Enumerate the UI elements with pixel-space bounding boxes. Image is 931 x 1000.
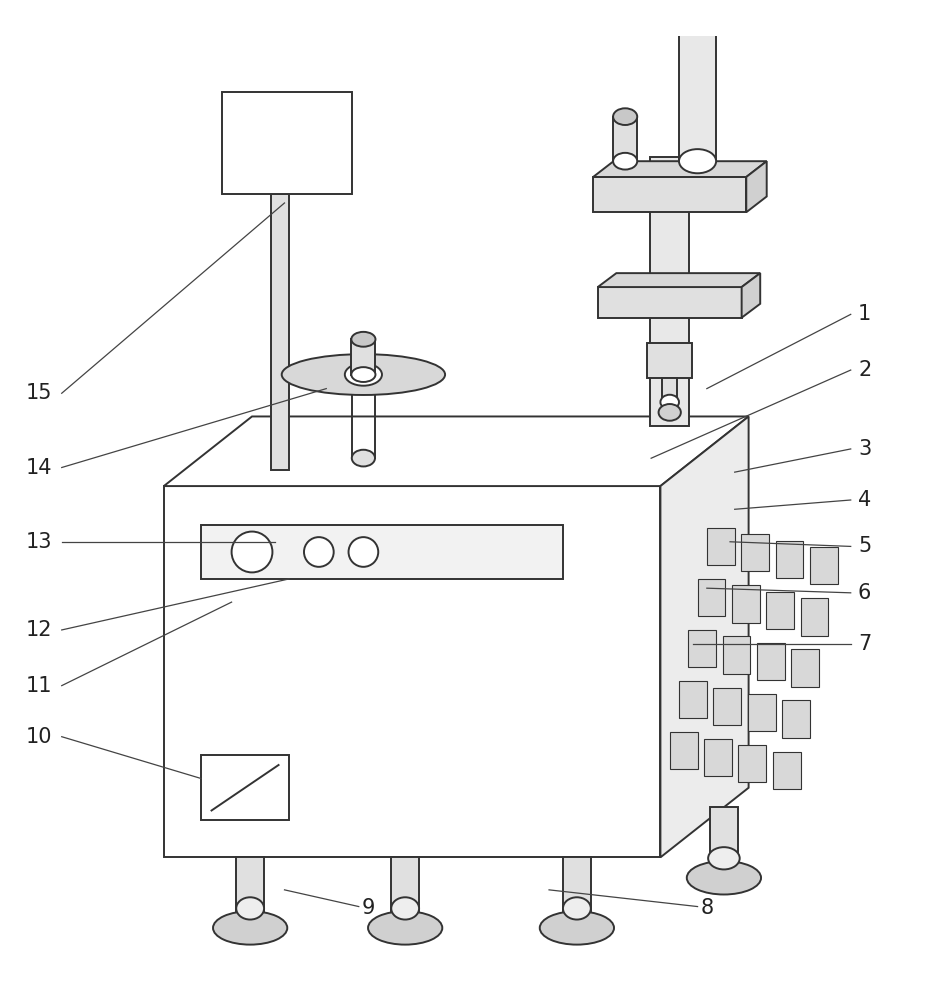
- Text: 5: 5: [858, 536, 871, 556]
- Polygon shape: [669, 732, 697, 769]
- Bar: [614, 117, 637, 161]
- Bar: [647, 343, 692, 378]
- Ellipse shape: [614, 108, 637, 125]
- Bar: [201, 525, 563, 579]
- Ellipse shape: [391, 897, 419, 920]
- Bar: [271, 194, 290, 470]
- Polygon shape: [782, 700, 810, 738]
- Ellipse shape: [679, 5, 716, 29]
- Text: 8: 8: [700, 898, 713, 918]
- Text: 11: 11: [25, 676, 52, 696]
- Polygon shape: [732, 585, 760, 623]
- Bar: [593, 177, 747, 212]
- Ellipse shape: [658, 404, 681, 421]
- Text: 3: 3: [858, 439, 871, 459]
- Polygon shape: [688, 630, 716, 667]
- Ellipse shape: [344, 363, 382, 386]
- Bar: [236, 857, 264, 911]
- Ellipse shape: [540, 911, 614, 945]
- Ellipse shape: [563, 897, 591, 920]
- Ellipse shape: [660, 395, 679, 410]
- Bar: [662, 378, 677, 404]
- Polygon shape: [697, 579, 725, 616]
- Polygon shape: [713, 688, 741, 725]
- Polygon shape: [810, 547, 838, 584]
- Polygon shape: [748, 694, 776, 731]
- Bar: [223, 92, 352, 194]
- Polygon shape: [598, 273, 761, 287]
- Polygon shape: [738, 745, 766, 782]
- Bar: [164, 486, 660, 857]
- Text: 2: 2: [858, 360, 871, 380]
- Ellipse shape: [232, 532, 273, 572]
- Polygon shape: [791, 649, 819, 687]
- Text: 6: 6: [858, 583, 871, 603]
- Ellipse shape: [348, 537, 378, 567]
- Text: 7: 7: [858, 634, 871, 654]
- Ellipse shape: [708, 847, 740, 869]
- Bar: [201, 755, 290, 820]
- Polygon shape: [801, 598, 829, 636]
- Text: 4: 4: [858, 490, 871, 510]
- Polygon shape: [722, 636, 750, 674]
- Ellipse shape: [282, 354, 445, 395]
- Bar: [679, 17, 716, 161]
- Ellipse shape: [351, 367, 375, 382]
- Ellipse shape: [368, 911, 442, 945]
- Polygon shape: [679, 681, 707, 718]
- Polygon shape: [741, 534, 769, 571]
- Ellipse shape: [304, 537, 333, 567]
- Polygon shape: [747, 161, 767, 212]
- Text: 10: 10: [25, 727, 52, 747]
- Bar: [650, 157, 689, 426]
- Polygon shape: [704, 739, 732, 776]
- Bar: [351, 339, 375, 375]
- Polygon shape: [766, 592, 794, 629]
- Text: 15: 15: [25, 383, 52, 403]
- Polygon shape: [776, 541, 803, 578]
- Polygon shape: [593, 161, 767, 177]
- Polygon shape: [757, 643, 785, 680]
- Polygon shape: [164, 416, 749, 486]
- Polygon shape: [742, 273, 761, 318]
- Polygon shape: [773, 752, 801, 789]
- Bar: [563, 857, 591, 911]
- Bar: [598, 287, 742, 318]
- Ellipse shape: [687, 861, 761, 894]
- Ellipse shape: [614, 153, 637, 170]
- Text: 13: 13: [25, 532, 52, 552]
- Text: 12: 12: [25, 620, 52, 640]
- Ellipse shape: [679, 149, 716, 173]
- Text: 14: 14: [25, 458, 52, 478]
- Ellipse shape: [236, 897, 264, 920]
- Ellipse shape: [351, 332, 375, 347]
- Polygon shape: [707, 528, 735, 565]
- Ellipse shape: [213, 911, 288, 945]
- Polygon shape: [660, 416, 749, 857]
- Text: 9: 9: [361, 898, 374, 918]
- Text: 1: 1: [858, 304, 871, 324]
- Bar: [710, 807, 738, 861]
- Ellipse shape: [352, 450, 375, 466]
- Bar: [391, 857, 419, 911]
